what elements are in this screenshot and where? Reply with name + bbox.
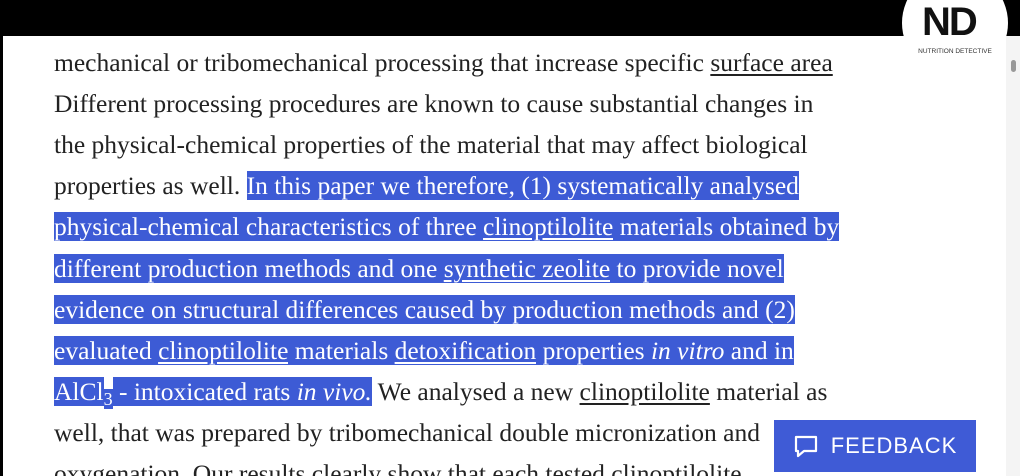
text-line: well, that was prepared by tribomechanic…: [54, 412, 760, 453]
text-line: Different processing procedures are know…: [54, 83, 813, 124]
text-segment: materials: [288, 335, 395, 365]
text-segment: to provide novel: [610, 253, 784, 283]
link[interactable]: clinoptilolite: [579, 376, 710, 406]
logo-caption: NUTRITION DETECTIVE: [918, 48, 992, 55]
text-segment: in vitro: [650, 335, 725, 365]
feedback-label: FEEDBACK: [830, 433, 958, 458]
text-segment: AlCl: [54, 376, 104, 406]
text-line: physical-chemical characteristics of thr…: [54, 206, 840, 247]
article-view: mechanical or tribomechanical processing…: [3, 36, 1020, 476]
text-segment: well, that was prepared by tribomechanic…: [54, 417, 760, 447]
chat-icon: [794, 435, 817, 458]
logo-mark: ND: [922, 0, 978, 44]
text-segment: 3: [103, 388, 113, 409]
text-segment: In this paper we therefore, (1) systemat…: [246, 171, 799, 201]
feedback-button[interactable]: FEEDBACK: [774, 420, 976, 472]
link[interactable]: clinoptilolite: [483, 212, 614, 242]
text-segment: oxygenation. Our results clearly show th…: [54, 459, 742, 476]
text-line: mechanical or tribomechanical processing…: [54, 42, 833, 83]
link[interactable]: surface area: [710, 48, 833, 77]
link[interactable]: clinoptilolite: [158, 335, 289, 365]
text-segment: and in: [724, 335, 794, 365]
text-line: evidence on structural differences cause…: [54, 289, 795, 330]
link[interactable]: synthetic zeolite: [443, 253, 611, 283]
text-line: evaluated clinoptilolite materials detox…: [54, 330, 794, 371]
text-segment: in vivo.: [296, 376, 372, 406]
text-segment: materials obtained by: [613, 212, 840, 242]
logo[interactable]: ND NUTRITION DETECTIVE: [902, 0, 1008, 76]
text-segment: properties: [536, 335, 651, 365]
text-segment: evaluated: [54, 335, 159, 365]
text-segment: mechanical or tribomechanical processing…: [54, 48, 711, 77]
text-line: different production methods and one syn…: [54, 248, 784, 289]
text-segment: We analysed a new: [371, 376, 580, 406]
text-segment: evidence on structural differences cause…: [54, 294, 795, 324]
scroll-thumb[interactable]: [1011, 60, 1016, 72]
text-segment: properties as well.: [54, 171, 247, 201]
text-segment: - intoxicated rats: [112, 376, 297, 406]
text-segment: Different processing procedures are know…: [54, 89, 814, 119]
text-segment: the physical-chemical properties of the …: [54, 130, 808, 160]
text-segment: physical-chemical characteristics of thr…: [54, 212, 484, 242]
link[interactable]: detoxification: [394, 335, 537, 365]
text-segment: material as: [709, 376, 828, 406]
text-line: the physical-chemical properties of the …: [54, 124, 808, 165]
text-line: AlCl3 - intoxicated rats in vivo. We ana…: [54, 371, 827, 412]
text-line: properties as well. In this paper we the…: [54, 165, 799, 206]
scrollbar[interactable]: [1006, 36, 1020, 476]
text-segment: different production methods and one: [54, 253, 444, 283]
text-line: oxygenation. Our results clearly show th…: [54, 453, 742, 476]
